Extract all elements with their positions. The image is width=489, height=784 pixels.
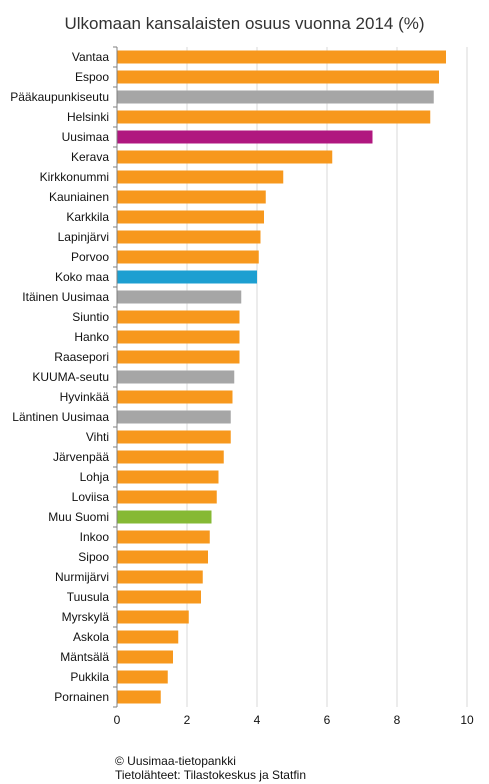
x-axis: 0 2 4 6 8 10 bbox=[113, 46, 474, 727]
bar bbox=[117, 490, 217, 504]
category-label: Sipoo bbox=[78, 550, 109, 564]
category-label: Loviisa bbox=[72, 490, 110, 504]
category-label: Kauniainen bbox=[49, 190, 109, 204]
bar bbox=[117, 450, 224, 464]
x-tick-label: 4 bbox=[254, 713, 261, 727]
category-label: Karkkila bbox=[66, 210, 109, 224]
bar bbox=[117, 190, 266, 204]
category-label: Itäinen Uusimaa bbox=[22, 290, 109, 304]
category-label: Myrskylä bbox=[62, 610, 110, 624]
category-label: Siuntio bbox=[72, 310, 109, 324]
category-label: Helsinki bbox=[67, 110, 109, 124]
footer: © Uusimaa-tietopankki Tietolähteet: Tila… bbox=[115, 754, 306, 782]
bar bbox=[117, 590, 201, 604]
bar bbox=[117, 610, 189, 624]
category-label: Hanko bbox=[74, 330, 109, 344]
bar bbox=[117, 630, 179, 644]
bar bbox=[117, 70, 439, 84]
bar bbox=[117, 210, 264, 224]
category-label: Vihti bbox=[86, 430, 109, 444]
category-label: Vantaa bbox=[72, 50, 109, 64]
bar bbox=[117, 90, 434, 104]
category-label: Nurmijärvi bbox=[55, 570, 109, 584]
x-tick-label: 8 bbox=[394, 713, 401, 727]
category-label: Hyvinkää bbox=[60, 390, 110, 404]
bar bbox=[117, 230, 261, 244]
category-label: Koko maa bbox=[55, 270, 109, 284]
sources-text: Tietolähteet: Tilastokeskus ja Statfin bbox=[115, 768, 306, 782]
bar bbox=[117, 690, 161, 704]
category-label: Läntinen Uusimaa bbox=[12, 410, 109, 424]
bar bbox=[117, 550, 208, 564]
category-label: Kerava bbox=[71, 150, 109, 164]
bar bbox=[117, 50, 446, 64]
bar bbox=[117, 530, 210, 544]
chart-title: Ulkomaan kansalaisten osuus vuonna 2014 … bbox=[64, 14, 425, 33]
bar bbox=[117, 510, 212, 524]
bar bbox=[117, 150, 333, 164]
category-label: Askola bbox=[73, 630, 109, 644]
category-label: Lohja bbox=[80, 470, 110, 484]
category-label: Pääkaupunkiseutu bbox=[10, 90, 109, 104]
bar bbox=[117, 130, 373, 144]
bar bbox=[117, 330, 240, 344]
bar bbox=[117, 170, 284, 184]
category-label: Pukkila bbox=[70, 670, 109, 684]
bar bbox=[117, 370, 235, 384]
bar bbox=[117, 650, 173, 664]
category-label: Lapinjärvi bbox=[58, 230, 109, 244]
category-label: Uusimaa bbox=[62, 130, 110, 144]
x-tick-label: 2 bbox=[184, 713, 191, 727]
category-label-layer: Vantaa Espoo Pääkaupunkiseutu Helsinki Uusim… bbox=[10, 50, 109, 704]
category-label: Kirkkonummi bbox=[40, 170, 109, 184]
x-tick-label: 0 bbox=[114, 713, 121, 727]
bar bbox=[117, 430, 231, 444]
copyright-text: © Uusimaa-tietopankki bbox=[115, 754, 236, 768]
bar bbox=[117, 350, 240, 364]
bar bbox=[117, 110, 431, 124]
category-label: Mäntsälä bbox=[60, 650, 109, 664]
bar bbox=[117, 250, 259, 264]
category-label: Pornainen bbox=[54, 690, 109, 704]
category-label: Järvenpää bbox=[53, 450, 109, 464]
category-label: Raasepori bbox=[54, 350, 109, 364]
bar bbox=[117, 290, 242, 304]
category-label: Porvoo bbox=[71, 250, 109, 264]
bar bbox=[117, 570, 203, 584]
bar bbox=[117, 270, 257, 284]
x-tick-label: 10 bbox=[460, 713, 474, 727]
bar bbox=[117, 410, 231, 424]
bar bbox=[117, 390, 233, 404]
category-label: Espoo bbox=[75, 70, 109, 84]
category-label: Tuusula bbox=[67, 590, 110, 604]
category-label: KUUMA-seutu bbox=[32, 370, 109, 384]
bar bbox=[117, 310, 240, 324]
bar bbox=[117, 470, 219, 484]
bar bbox=[117, 670, 168, 684]
x-tick-label: 6 bbox=[324, 713, 331, 727]
category-label: Muu Suomi bbox=[48, 510, 109, 524]
bar-layer bbox=[117, 50, 446, 704]
category-label: Inkoo bbox=[80, 530, 110, 544]
